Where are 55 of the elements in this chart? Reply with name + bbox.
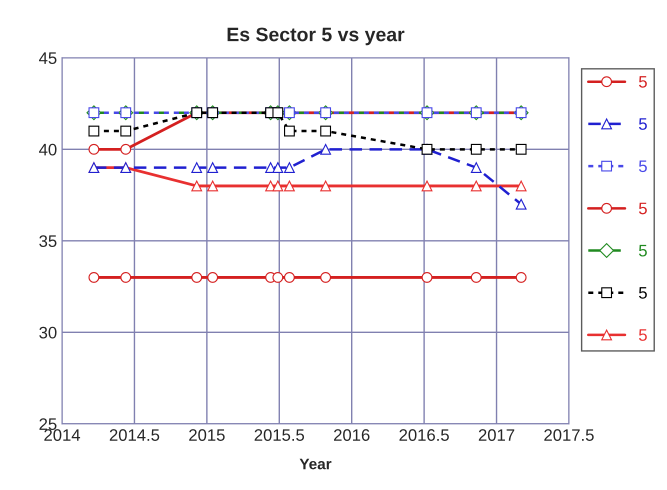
legend-label: 5 [638, 287, 647, 299]
point [191, 272, 202, 283]
point [516, 144, 527, 155]
point [516, 198, 527, 210]
point [320, 272, 332, 283]
point [422, 272, 432, 283]
point [422, 180, 432, 192]
point [470, 180, 482, 192]
legend-label: 5 [638, 118, 647, 130]
point [272, 162, 284, 174]
x-tick-label: 2015.5 [254, 429, 304, 441]
legend-label: 5 [638, 76, 647, 88]
point [120, 126, 132, 136]
point [191, 162, 202, 174]
point [470, 144, 482, 155]
legend-label: 5 [638, 202, 647, 214]
point [120, 144, 132, 155]
point [272, 180, 284, 192]
point [320, 126, 332, 136]
point [284, 272, 295, 283]
x-tick-label: 2017 [478, 429, 514, 441]
x-tick-label: 2017.5 [544, 429, 594, 441]
x-axis-title: Year [300, 458, 332, 470]
chart-title: Es Sector 5 vs year [228, 28, 404, 46]
point [470, 162, 482, 174]
y-tick-label: 45 [39, 52, 56, 64]
point [207, 180, 218, 192]
point [516, 180, 527, 192]
y-tick-label: 25 [39, 418, 56, 430]
point [516, 272, 527, 283]
y-tick-label: 40 [39, 144, 57, 156]
point [88, 272, 100, 283]
point [320, 144, 332, 155]
y-tick-label: 35 [39, 235, 56, 248]
point [320, 180, 332, 192]
point [470, 272, 482, 283]
point [207, 272, 218, 283]
x-tick-label: 2016 [334, 429, 370, 441]
point [191, 180, 202, 192]
point [284, 126, 295, 136]
point [88, 144, 100, 155]
point [120, 272, 132, 283]
x-tick-label: 2015 [189, 429, 225, 441]
point [284, 162, 295, 174]
point [207, 162, 218, 174]
legend-label: 5 [638, 329, 647, 341]
point [272, 272, 284, 283]
x-tick-label: 2014.5 [110, 429, 160, 441]
legend-label: 5 [638, 160, 647, 172]
point [88, 126, 100, 136]
x-tick-label: 2014 [44, 429, 80, 441]
legend-label: 5 [638, 244, 647, 257]
point [284, 180, 295, 192]
y-tick-label: 30 [39, 326, 57, 339]
x-tick-label: 2016.5 [399, 429, 449, 441]
